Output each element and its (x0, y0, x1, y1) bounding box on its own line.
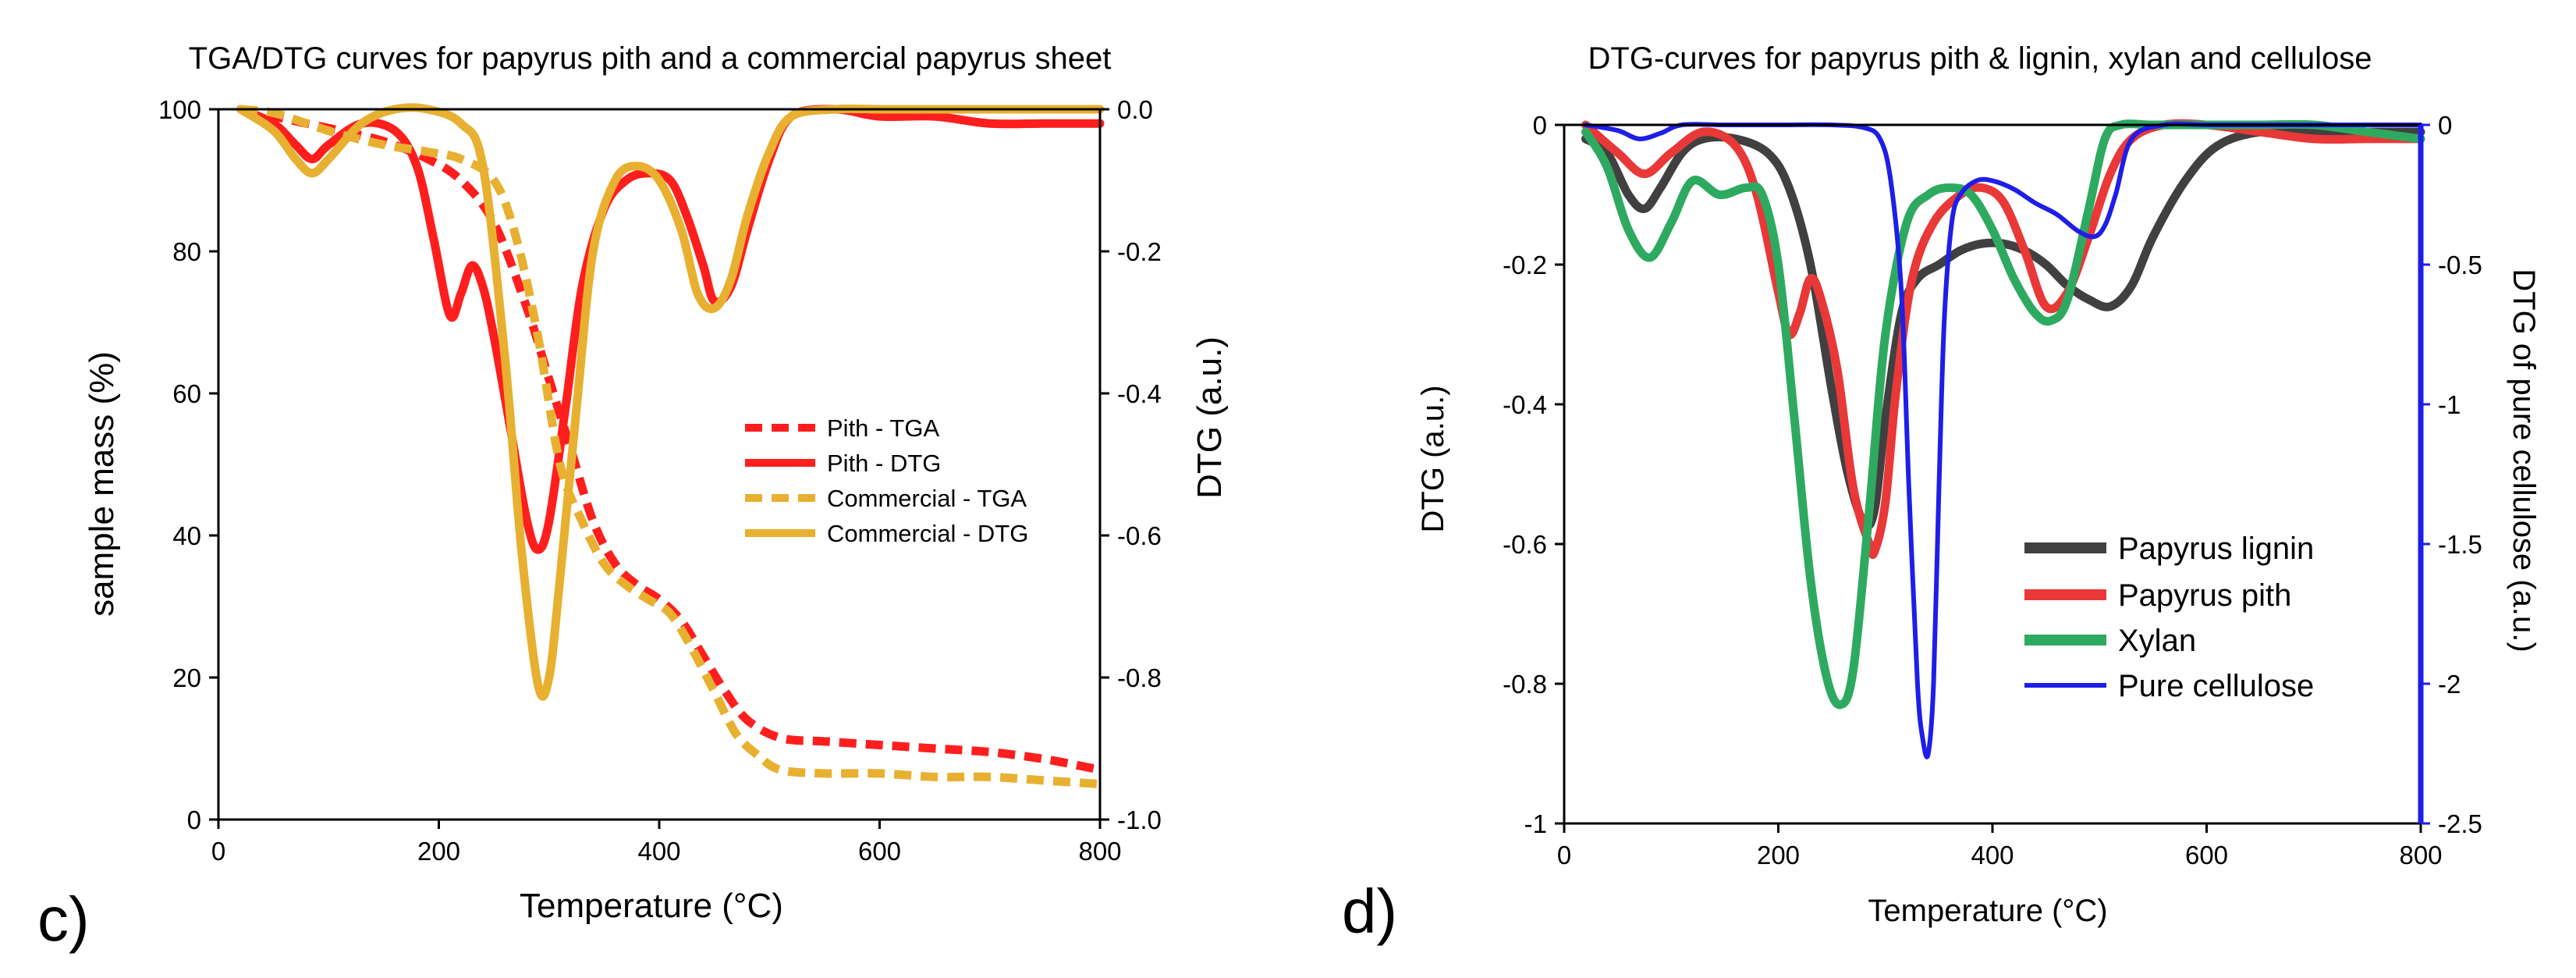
y-left-tick-label: 100 (158, 95, 201, 124)
legend-label-papyrus-pith: Papyrus pith (2118, 578, 2291, 613)
panel-d-label: d) (1342, 877, 1397, 946)
y-left-tick-label: 0 (1533, 111, 1547, 140)
legend-label-pith-dtg: Pith - DTG (827, 450, 941, 477)
panel-c-title: TGA/DTG curves for papyrus pith and a co… (189, 41, 1112, 76)
y-right-tick-label: -0.8 (1117, 663, 1162, 692)
legend-label-xylan: Xylan (2118, 624, 2196, 658)
y-right-tick-label: 0.0 (1117, 95, 1153, 124)
y-right-tick-label: -0.2 (1117, 237, 1162, 266)
x-tick-label: 0 (1557, 841, 1571, 870)
panel-d-axes (1563, 123, 2424, 825)
panel-d: DTG-curves for papyrus pith & lignin, xy… (1342, 41, 2541, 946)
y-right-tick-label: -1.5 (2438, 530, 2482, 559)
y-left-tick-label: 80 (172, 237, 201, 266)
panel-c-label: c) (37, 884, 90, 954)
panel-d-legend: Papyrus lignin Papyrus pith Xylan Pure c… (2024, 532, 2314, 703)
legend-label-commercial-dtg: Commercial - DTG (827, 520, 1028, 547)
y-left-tick-label: -0.2 (1503, 251, 1547, 279)
y-right-tick-label: -1.0 (1117, 806, 1162, 834)
series-pith-dtg (236, 105, 1105, 554)
y-right-tick-label: -2 (2438, 670, 2461, 699)
panel-c-series (236, 103, 1105, 788)
y-right-tick-label: -0.5 (2438, 251, 2482, 279)
panel-c-legend: Pith - TGA Pith - DTG Commercial - TGA C… (745, 414, 1028, 547)
panel-d-series (1581, 119, 2425, 759)
x-tick-label: 200 (417, 837, 460, 866)
series-commercial-tga (240, 105, 1101, 788)
y-left-tick-label: -0.4 (1503, 390, 1547, 419)
legend-label-papyrus-lignin: Papyrus lignin (2118, 532, 2314, 566)
x-tick-label: 400 (637, 837, 680, 866)
panel-c-axes (217, 108, 1102, 821)
panel-d-y-axis-label-left: DTG (a.u.) (1416, 386, 1450, 533)
x-tick-label: 600 (2185, 841, 2228, 870)
y-left-tick-label: -0.6 (1503, 530, 1547, 559)
x-tick-label: 400 (1971, 841, 2014, 870)
y-left-tick-label: 40 (172, 521, 201, 550)
y-right-tick-label: 0 (2438, 111, 2452, 140)
x-tick-label: 800 (2399, 841, 2442, 870)
y-left-tick-label: 60 (172, 379, 201, 408)
x-tick-label: 200 (1757, 841, 1800, 870)
panel-d-ticks: 0 200 400 600 800 -1 -0.8 -0.6 -0.4 -0.2 0 -2.5 -2 -1… (1503, 111, 2482, 870)
x-tick-label: 600 (858, 837, 901, 866)
panel-c-y-axis-label-right: DTG (a.u.) (1190, 336, 1229, 499)
series-xylan (1581, 119, 2425, 709)
y-right-tick-label: -2.5 (2438, 809, 2482, 838)
panel-c-ticks: 0 200 400 600 800 0 20 40 60 80 100 -1.0 -0.8 -0.6 -0.… (158, 95, 1162, 866)
series-pure-cellulose (1583, 121, 2423, 759)
y-left-tick-label: -0.8 (1503, 670, 1547, 699)
panel-c: TGA/DTG curves for papyrus pith and a co… (37, 41, 1229, 954)
y-right-tick-label: -1 (2438, 390, 2461, 419)
legend-label-commercial-tga: Commercial - TGA (827, 485, 1027, 512)
legend-label-pure-cellulose: Pure cellulose (2118, 669, 2314, 703)
y-left-tick-label: 20 (172, 663, 201, 692)
panel-c-y-axis-label-left: sample mass (%) (83, 351, 121, 617)
y-left-tick-label: -1 (1524, 809, 1547, 838)
legend-label-pith-tga: Pith - TGA (827, 414, 939, 442)
panel-c-x-axis-label: Temperature (°C) (520, 887, 783, 925)
y-right-tick-label: -0.4 (1117, 379, 1162, 408)
panel-d-x-axis-label: Temperature (°C) (1868, 894, 2107, 928)
panel-d-title: DTG-curves for papyrus pith & lignin, xy… (1588, 41, 2372, 76)
y-left-tick-label: 0 (187, 806, 201, 834)
panel-d-y-axis-label-right: DTG of pure cellulose (a.u.) (2507, 269, 2541, 652)
x-tick-label: 0 (211, 837, 225, 866)
x-tick-label: 800 (1078, 837, 1121, 866)
y-right-tick-label: -0.6 (1117, 521, 1162, 550)
